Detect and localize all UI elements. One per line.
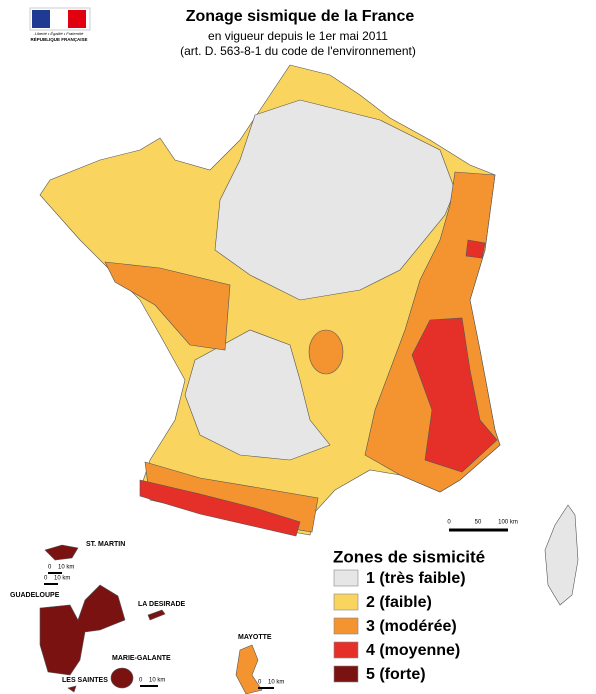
scale-label: 100 km — [498, 520, 518, 526]
zone-area — [214, 99, 456, 301]
zone-area — [104, 261, 231, 351]
subtitle: en vigueur depuis le 1er mai 2011 — [208, 29, 388, 43]
logo-blue — [32, 10, 50, 28]
title: Zonage sismique de la France — [186, 8, 415, 25]
legend-swatch — [333, 569, 359, 587]
scale-label: 0 — [48, 565, 52, 571]
scale-label: 0 — [258, 680, 262, 686]
legend-title: Zones de sismicité — [333, 547, 485, 566]
place-label: ST. MARTIN — [86, 541, 125, 548]
zone-area — [184, 329, 331, 461]
zone-area — [411, 317, 498, 473]
logo-motto: Liberté • Égalité • Fraternité — [35, 31, 85, 36]
place-label: MARIE-GALANTE — [112, 655, 171, 662]
les-saintes — [67, 685, 77, 693]
mainland — [39, 64, 501, 537]
subtitle: (art. D. 563-8-1 du code de l'environnem… — [180, 44, 416, 58]
scale-label: 10 km — [54, 576, 70, 582]
scale-label: 50 — [475, 520, 482, 526]
legend-swatch — [333, 665, 359, 683]
place-label: GUADELOUPE — [10, 592, 60, 599]
marie-galante — [110, 667, 134, 689]
legend: Zones de sismicité 1 (très faible) 2 (fai… — [333, 547, 485, 683]
legend-label: 3 (modérée) — [366, 618, 457, 635]
zone-area — [139, 479, 301, 537]
legend-swatch — [333, 617, 359, 635]
scale-label: 10 km — [149, 678, 165, 684]
scale-label: 0 — [139, 678, 143, 684]
scale-label: 0 — [447, 520, 451, 526]
zone-area — [465, 239, 486, 259]
legend-label: 4 (moyenne) — [366, 642, 460, 659]
legend-swatch — [333, 593, 359, 611]
logo-red — [68, 10, 86, 28]
la-desirade — [147, 609, 166, 621]
legend-swatch — [333, 641, 359, 659]
legend-label: 2 (faible) — [366, 594, 432, 611]
place-label: LA DESIRADE — [138, 601, 186, 608]
legend-label: 5 (forte) — [366, 666, 426, 683]
scale-label: 10 km — [58, 565, 74, 571]
scale-label: 10 km — [268, 680, 284, 686]
corsica — [544, 504, 579, 606]
mayotte — [235, 644, 263, 694]
legend-label: 1 (très faible) — [366, 570, 466, 587]
logo-name: RÉPUBLIQUE FRANÇAISE — [30, 35, 87, 42]
guadeloupe — [39, 584, 126, 676]
saint-martin — [44, 544, 79, 561]
scale-label: 0 — [44, 576, 48, 582]
place-label: LES SAINTES — [62, 677, 108, 684]
place-label: MAYOTTE — [238, 634, 272, 641]
zone-area — [308, 329, 344, 375]
